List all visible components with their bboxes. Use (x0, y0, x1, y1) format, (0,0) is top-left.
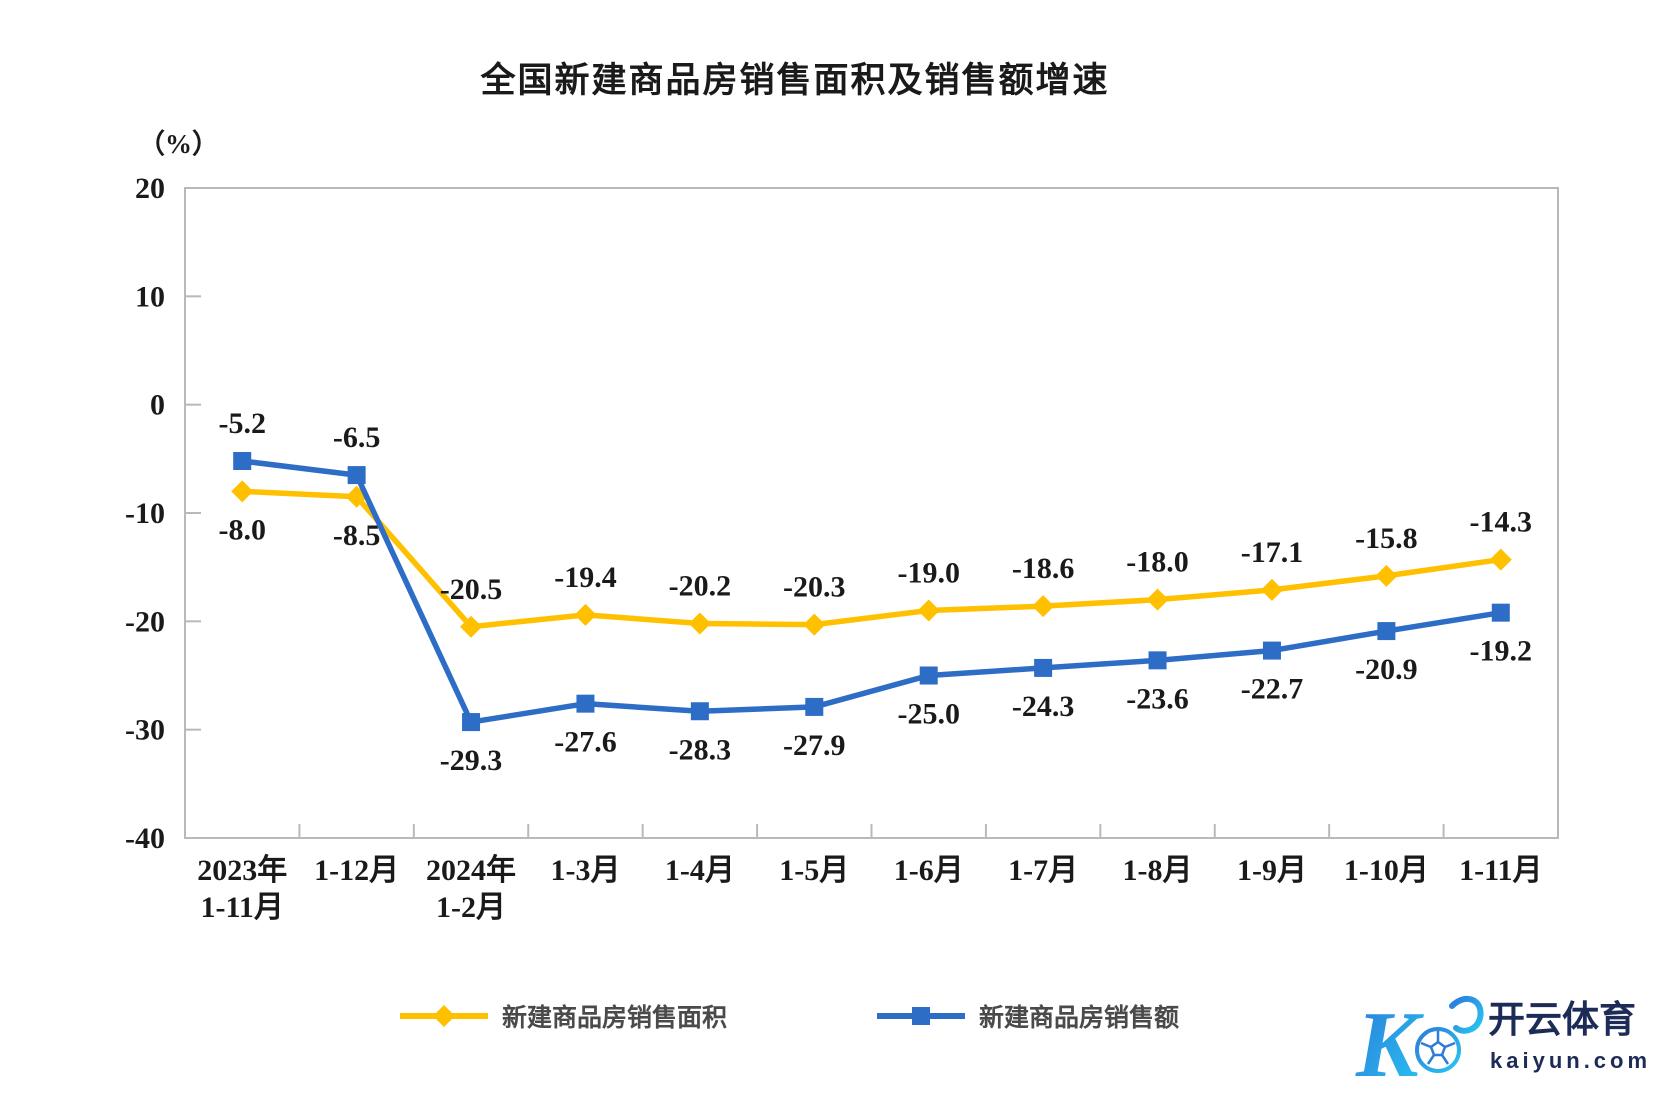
marker-square (347, 466, 366, 485)
x-tick-label: 2023年 (197, 854, 287, 887)
marker-diamond (803, 613, 826, 636)
marker-diamond (231, 480, 254, 503)
marker-square (919, 666, 938, 685)
marker-square (690, 702, 709, 721)
marker-square (1262, 641, 1281, 660)
y-tick-label: -40 (125, 822, 165, 855)
legend-entry-sales-area: 新建商品房销售面积 (398, 998, 727, 1034)
data-label: -19.2 (1470, 635, 1533, 668)
data-label: -18.6 (1012, 552, 1075, 585)
marker-diamond (917, 599, 940, 622)
y-tick-label: 10 (135, 280, 165, 313)
x-tick-label: 2024年 (426, 854, 516, 887)
legend-marker-sales-amount-icon (877, 1007, 966, 1025)
marker-diamond (1032, 595, 1055, 618)
x-tick-label: 1-6月 (894, 854, 964, 887)
marker-square (233, 452, 252, 470)
data-label: -19.4 (554, 561, 617, 594)
plot-border (184, 187, 1559, 839)
marker-diamond (1489, 548, 1512, 571)
marker-square (462, 713, 481, 732)
data-label: -17.1 (1241, 536, 1304, 569)
y-tick-label: -10 (125, 497, 165, 530)
marker-diamond (1375, 564, 1398, 587)
marker-diamond (460, 615, 483, 638)
x-tick-label: 1-12月 (314, 854, 399, 887)
marker-diamond (1260, 578, 1283, 601)
y-tick-label: -20 (125, 605, 165, 638)
data-label: -29.3 (440, 744, 503, 777)
series-line-0 (242, 488, 1502, 630)
data-label: -6.5 (333, 421, 381, 454)
y-tick-label: -30 (125, 714, 165, 747)
data-label: -8.5 (333, 519, 381, 552)
data-label: -28.3 (669, 733, 732, 766)
data-label: -19.0 (897, 557, 960, 590)
data-label: -24.3 (1012, 690, 1075, 723)
x-tick-label: 1-5月 (779, 854, 849, 887)
data-label: -25.0 (897, 698, 960, 731)
legend-label-sales-area: 新建商品房销售面积 (502, 1005, 728, 1032)
series-line-1 (241, 458, 1502, 725)
kaiyun-k-mark-icon: K (1355, 993, 1484, 1090)
marker-square (1148, 651, 1167, 670)
marker-square (1034, 658, 1053, 677)
marker-square (1377, 622, 1396, 641)
data-label: -22.7 (1241, 673, 1304, 706)
marker-diamond (1146, 588, 1169, 611)
x-tick-label: 1-9月 (1237, 854, 1307, 887)
chart-title: 全国新建商品房销售面积及销售额增速 (480, 61, 1110, 100)
y-tick-label: 20 (135, 172, 165, 205)
kaiyun-watermark-logo[interactable]: K 开云体育 kaiyun.com (1352, 988, 1652, 1090)
x-tick-label: 1-3月 (550, 854, 620, 887)
data-label: -20.3 (783, 571, 846, 604)
data-label: -20.5 (440, 573, 503, 606)
data-label: -20.9 (1355, 653, 1418, 686)
data-label: -18.0 (1126, 546, 1189, 579)
x-tick-label: 1-2月 (436, 891, 506, 924)
x-tick-label: 1-7月 (1008, 854, 1078, 887)
legend-entry-sales-amount: 新建商品房销售额 (875, 998, 1179, 1034)
kaiyun-brand-text: 开云体育 (1488, 999, 1636, 1040)
data-label: -27.9 (783, 729, 846, 762)
marker-square (805, 697, 824, 716)
data-label: -27.6 (554, 726, 617, 759)
data-label: -23.6 (1126, 682, 1189, 715)
x-tick-label: 1-10月 (1344, 854, 1429, 887)
x-tick-label: 1-8月 (1123, 854, 1193, 887)
kaiyun-domain-text: kaiyun.com (1490, 1048, 1651, 1073)
marker-square (1491, 603, 1510, 622)
x-tick-label: 1-11月 (1459, 854, 1542, 887)
data-label: -20.2 (669, 570, 732, 603)
data-label: -8.0 (218, 513, 266, 546)
data-label: -5.2 (218, 407, 266, 440)
marker-diamond (688, 612, 711, 635)
y-tick-label: 0 (150, 389, 165, 422)
soccer-ball-icon (1415, 1027, 1461, 1073)
y-axis-unit-label: （%） (138, 129, 219, 159)
x-tick-label: 1-4月 (665, 854, 735, 887)
data-label: -15.8 (1355, 522, 1418, 555)
legend-marker-sales-area-icon (400, 1005, 488, 1027)
legend-label-sales-amount: 新建商品房销售额 (979, 1005, 1180, 1032)
x-tick-label: 1-11月 (201, 891, 284, 924)
marker-diamond (574, 603, 597, 626)
svg-text:K: K (1355, 993, 1424, 1090)
data-label: -14.3 (1470, 506, 1533, 539)
chart-legend: 新建商品房销售面积 新建商品房销售额 (398, 998, 1179, 1034)
marker-square (576, 694, 595, 713)
